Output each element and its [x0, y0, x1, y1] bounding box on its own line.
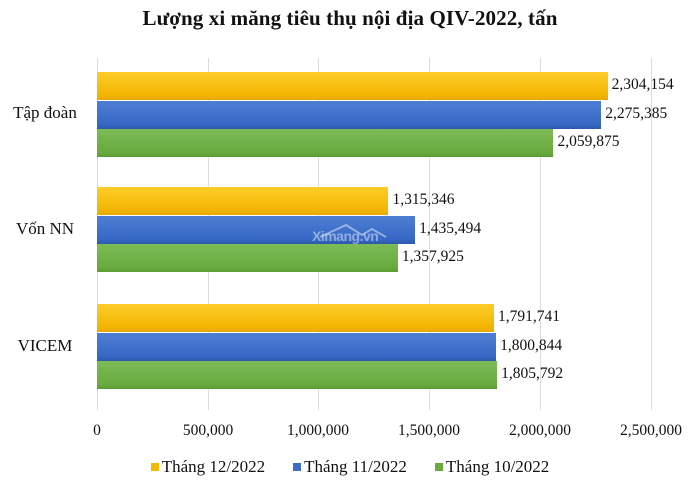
legend-swatch-icon [434, 463, 443, 471]
bar[interactable] [97, 100, 602, 129]
legend-swatch-icon [293, 463, 302, 471]
gridline-2500000 [651, 58, 652, 410]
legend-label: Tháng 12/2022 [161, 457, 266, 476]
legend-item-thang-10[interactable]: Tháng 10/2022 [434, 457, 550, 477]
chart-title: Lượng xi măng tiêu thụ nội địa QIV-2022,… [142, 6, 558, 30]
category-label-tap-doan: Tập đoàn [13, 103, 77, 122]
gridline-1500000 [429, 58, 430, 410]
legend-label: Tháng 10/2022 [445, 457, 550, 476]
bar[interactable] [97, 332, 497, 361]
data-label: 1,805,792 [501, 365, 564, 382]
data-label: 1,791,741 [498, 308, 561, 325]
data-label: 1,800,844 [500, 336, 563, 354]
bar[interactable] [97, 129, 554, 157]
data-label: 2,059,875 [557, 133, 620, 150]
bar[interactable] [97, 215, 416, 244]
data-label: 1,357,925 [401, 248, 464, 265]
x-tick: 2,000,000 [509, 422, 571, 439]
x-tick: 1,500,000 [398, 422, 460, 439]
data-label: 2,275,385 [605, 104, 668, 122]
bar[interactable] [97, 361, 498, 389]
data-label: 1,315,346 [392, 191, 455, 208]
category-label-vicem: VICEM [17, 336, 73, 355]
legend-item-thang-11[interactable]: Tháng 11/2022 [293, 457, 407, 477]
data-label: 1,435,494 [419, 219, 482, 237]
category-label-von-nn: Vốn NN [15, 219, 75, 238]
x-tick: 1,000,000 [287, 422, 349, 439]
watermark: Ximang.vn [312, 228, 379, 244]
legend-item-thang-12[interactable]: Tháng 12/2022 [150, 457, 266, 477]
bar[interactable] [97, 244, 398, 272]
bar[interactable] [97, 187, 389, 215]
legend-label: Tháng 11/2022 [304, 457, 407, 476]
legend: Tháng 12/2022 Tháng 11/2022 Tháng 10/202… [0, 457, 700, 477]
x-tick: 500,000 [182, 422, 234, 439]
x-tick: 0 [93, 422, 101, 439]
bar[interactable] [97, 304, 495, 332]
watermark-roof-icon [319, 224, 387, 238]
x-tick: 2,500,000 [620, 422, 682, 439]
legend-swatch-icon [150, 463, 159, 471]
gridline-2000000 [540, 58, 541, 410]
data-label: 2,304,154 [611, 76, 674, 93]
bar[interactable] [97, 72, 608, 100]
